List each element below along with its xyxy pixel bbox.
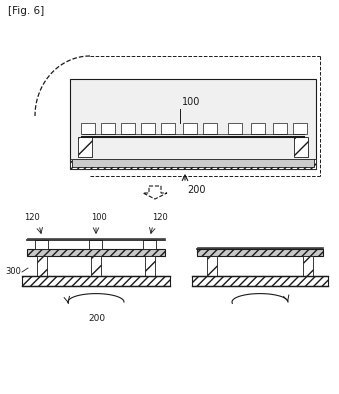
Text: 200: 200 xyxy=(187,185,205,195)
Bar xyxy=(91,256,101,276)
Text: 120: 120 xyxy=(152,213,168,222)
Text: [Fig. 6]: [Fig. 6] xyxy=(8,6,44,16)
Bar xyxy=(101,123,115,134)
Bar xyxy=(89,240,102,249)
Text: 200: 200 xyxy=(88,314,105,323)
Text: 300: 300 xyxy=(5,266,21,275)
Bar xyxy=(197,249,323,256)
Bar xyxy=(273,123,287,134)
Bar xyxy=(228,123,242,134)
Bar xyxy=(207,256,217,276)
Polygon shape xyxy=(143,186,167,199)
Bar xyxy=(78,137,92,157)
Bar xyxy=(70,159,316,169)
Text: 120: 120 xyxy=(24,213,40,222)
Bar xyxy=(121,123,135,134)
Bar xyxy=(22,276,170,286)
Bar xyxy=(161,123,175,134)
Bar xyxy=(303,256,313,276)
Text: 100: 100 xyxy=(91,213,107,222)
Bar xyxy=(192,276,328,286)
Bar xyxy=(27,249,165,256)
Bar xyxy=(203,123,217,134)
Text: 100: 100 xyxy=(182,97,200,107)
Bar xyxy=(293,123,307,134)
Bar xyxy=(37,256,47,276)
Bar xyxy=(145,256,155,276)
Bar xyxy=(294,137,308,157)
Bar xyxy=(143,240,156,249)
Bar xyxy=(81,123,95,134)
Bar xyxy=(141,123,155,134)
Bar xyxy=(183,123,197,134)
Bar xyxy=(35,240,48,249)
Bar xyxy=(251,123,265,134)
Bar xyxy=(70,79,316,169)
